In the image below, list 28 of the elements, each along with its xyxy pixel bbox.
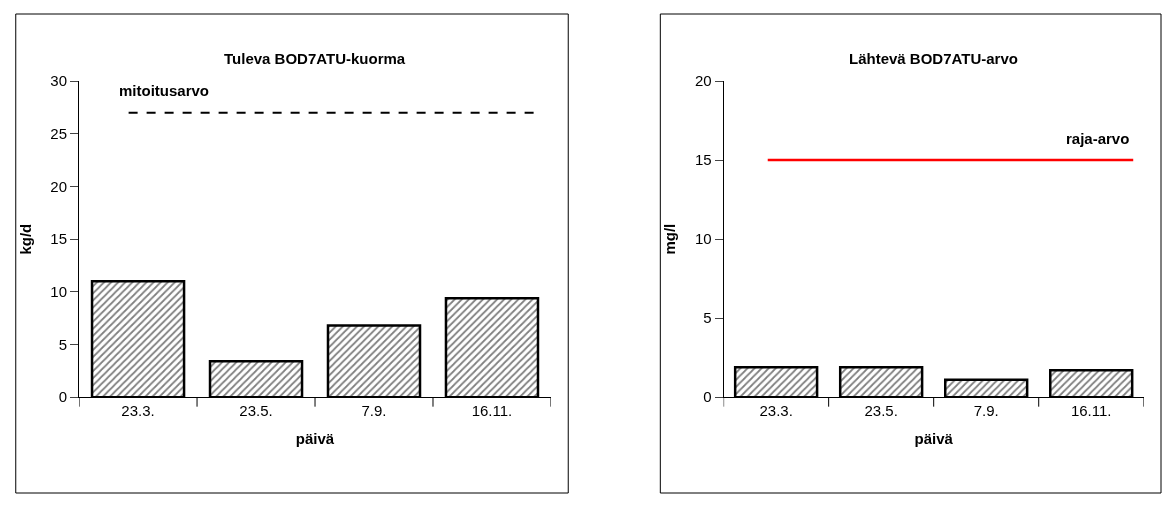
x-axis-title: päivä — [914, 430, 954, 448]
x-tick-label: 23.5. — [864, 402, 898, 420]
x-axis-title: päivä — [295, 430, 335, 448]
x-tick-label: 23.3. — [759, 402, 793, 420]
y-tick-label: 15 — [694, 151, 712, 169]
chart-title: Lähtevä BOD7ATU-arvo — [849, 50, 1018, 67]
y-tick-label: 20 — [694, 72, 712, 90]
y-tick-label: 0 — [58, 388, 68, 406]
chart-title: Tuleva BOD7ATU-kuorma — [224, 50, 406, 67]
y-tick-label: 25 — [50, 125, 68, 142]
x-tick-label: 23.5. — [239, 402, 273, 420]
x-tick-label: 16.11. — [471, 402, 513, 420]
ref-line-label: raja-arvo — [1066, 130, 1130, 147]
x-tick-label: 23.3. — [121, 402, 155, 420]
x-tick-label: 16.11. — [1070, 402, 1112, 420]
y-tick-label: 30 — [50, 72, 68, 90]
y-tick-label: 0 — [703, 388, 712, 406]
y-tick-label: 5 — [58, 335, 68, 353]
y-tick-label: 10 — [694, 230, 712, 248]
y-tick-label: 5 — [703, 309, 712, 327]
y-axis-title: mg/l — [661, 223, 679, 255]
x-tick-label: 7.9. — [361, 402, 387, 420]
ref-line-label: mitoitusarvo — [119, 82, 210, 99]
y-tick-label: 10 — [50, 283, 68, 301]
y-axis-title: kg/d — [16, 223, 34, 255]
y-tick-label: 15 — [50, 230, 68, 248]
x-tick-label: 7.9. — [973, 402, 999, 420]
y-tick-label: 20 — [50, 177, 68, 195]
